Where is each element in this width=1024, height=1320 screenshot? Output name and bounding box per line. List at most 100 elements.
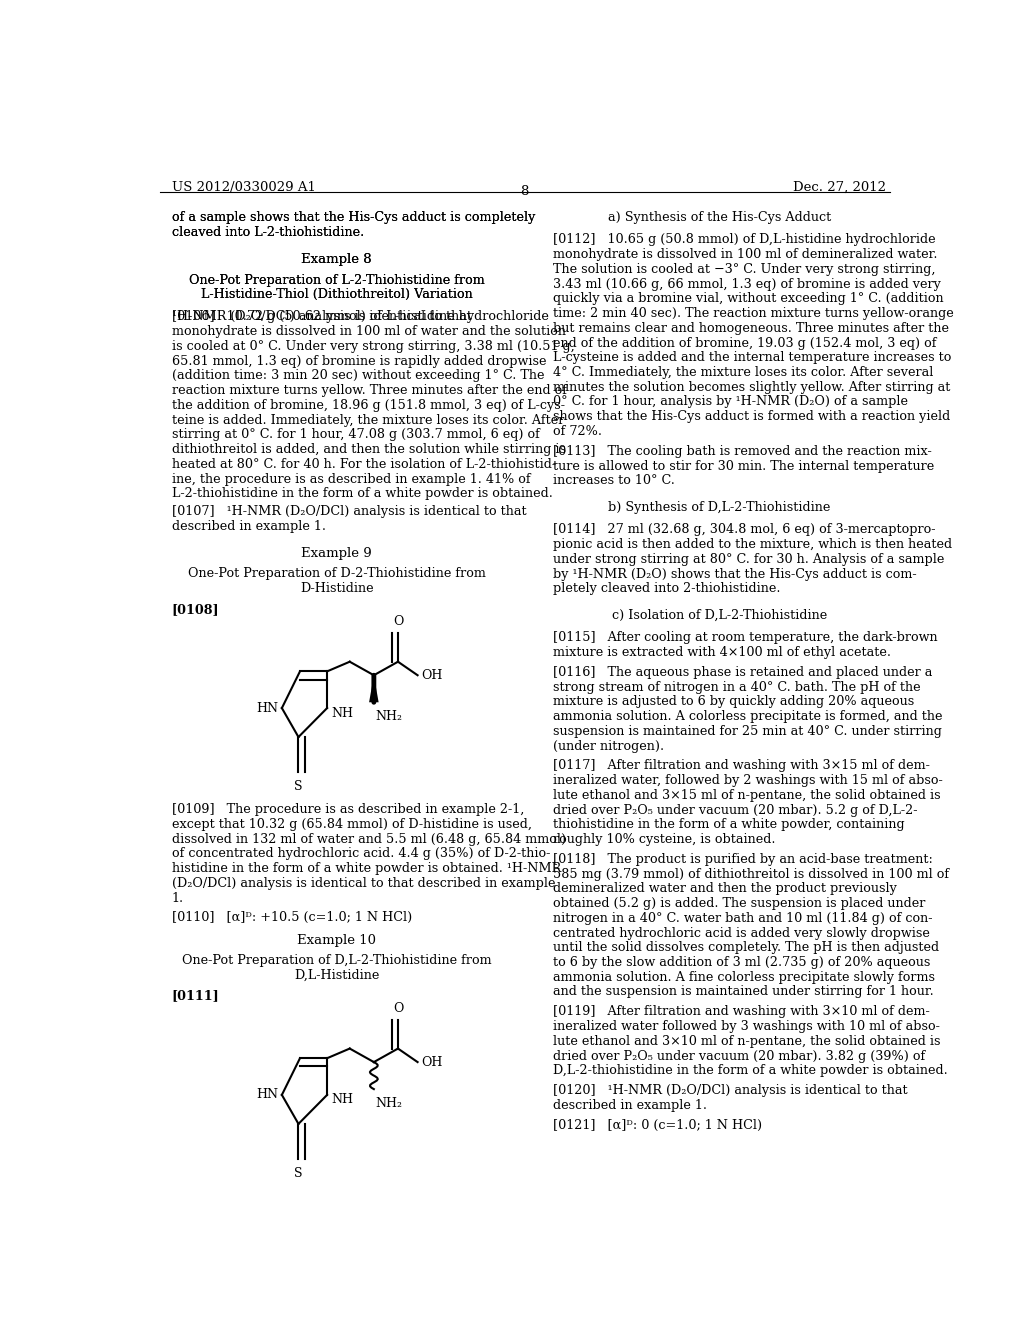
Text: pionic acid is then added to the mixture, which is then heated: pionic acid is then added to the mixture…	[553, 539, 951, 550]
Text: end of the addition of bromine, 19.03 g (152.4 mol, 3 eq) of: end of the addition of bromine, 19.03 g …	[553, 337, 936, 350]
Text: ineralized water followed by 3 washings with 10 ml of abso-: ineralized water followed by 3 washings …	[553, 1020, 939, 1034]
Text: [0121]   [α]ᴰ: 0 (c=1.0; 1 N HCl): [0121] [α]ᴰ: 0 (c=1.0; 1 N HCl)	[553, 1118, 762, 1131]
Text: Dec. 27, 2012: Dec. 27, 2012	[793, 181, 886, 194]
Text: 4° C. Immediately, the mixture loses its color. After several: 4° C. Immediately, the mixture loses its…	[553, 366, 933, 379]
Text: [0107]   ¹H-NMR (D₂O/DCl) analysis is identical to that: [0107] ¹H-NMR (D₂O/DCl) analysis is iden…	[172, 506, 526, 517]
Text: nitrogen in a 40° C. water bath and 10 ml (11.84 g) of con-: nitrogen in a 40° C. water bath and 10 m…	[553, 912, 932, 925]
Text: O: O	[393, 1002, 403, 1015]
Text: the addition of bromine, 18.96 g (151.8 mmol, 3 eq) of L-cys-: the addition of bromine, 18.96 g (151.8 …	[172, 399, 564, 412]
Text: reaction mixture turns yellow. Three minutes after the end of: reaction mixture turns yellow. Three min…	[172, 384, 566, 397]
Text: [0115]   After cooling at room temperature, the dark-brown: [0115] After cooling at room temperature…	[553, 631, 937, 644]
Text: HN: HN	[256, 1089, 278, 1101]
Text: described in example 1.: described in example 1.	[553, 1098, 707, 1111]
Text: ineralized water, followed by 2 washings with 15 ml of abso-: ineralized water, followed by 2 washings…	[553, 774, 942, 787]
Text: 8: 8	[520, 185, 529, 198]
Text: [0120]   ¹H-NMR (D₂O/DCl) analysis is identical to that: [0120] ¹H-NMR (D₂O/DCl) analysis is iden…	[553, 1084, 907, 1097]
Text: ture is allowed to stir for 30 min. The internal temperature: ture is allowed to stir for 30 min. The …	[553, 459, 934, 473]
Text: except that 10.32 g (65.84 mmol) of D-histidine is used,: except that 10.32 g (65.84 mmol) of D-hi…	[172, 818, 531, 832]
Text: suspension is maintained for 25 min at 40° C. under stirring: suspension is maintained for 25 min at 4…	[553, 725, 941, 738]
Text: 1.: 1.	[172, 891, 183, 904]
Text: is cooled at 0° C. Under very strong stirring, 3.38 ml (10.51 g,: is cooled at 0° C. Under very strong sti…	[172, 339, 574, 352]
Text: 585 mg (3.79 mmol) of dithiothreitol is dissolved in 100 ml of: 585 mg (3.79 mmol) of dithiothreitol is …	[553, 867, 948, 880]
Text: OH: OH	[422, 669, 443, 681]
Text: D,L-2-thiohistidine in the form of a white powder is obtained.: D,L-2-thiohistidine in the form of a whi…	[553, 1064, 947, 1077]
Text: mixture is extracted with 4×100 ml of ethyl acetate.: mixture is extracted with 4×100 ml of et…	[553, 645, 891, 659]
Text: 65.81 mmol, 1.3 eq) of bromine is rapidly added dropwise: 65.81 mmol, 1.3 eq) of bromine is rapidl…	[172, 355, 546, 367]
Text: monohydrate is dissolved in 100 ml of demineralized water.: monohydrate is dissolved in 100 ml of de…	[553, 248, 937, 261]
Text: L-cysteine is added and the internal temperature increases to: L-cysteine is added and the internal tem…	[553, 351, 951, 364]
Text: under strong stirring at 80° C. for 30 h. Analysis of a sample: under strong stirring at 80° C. for 30 h…	[553, 553, 944, 566]
Text: obtained (5.2 g) is added. The suspension is placed under: obtained (5.2 g) is added. The suspensio…	[553, 898, 925, 909]
Text: L-Histidine-Thiol (Dithiothreitol) Variation: L-Histidine-Thiol (Dithiothreitol) Varia…	[201, 288, 473, 301]
Text: quickly via a bromine vial, without exceeding 1° C. (addition: quickly via a bromine vial, without exce…	[553, 292, 943, 305]
Text: One-Pot Preparation of D,L-2-Thiohistidine from: One-Pot Preparation of D,L-2-Thiohistidi…	[182, 954, 492, 968]
Text: D-Histidine: D-Histidine	[300, 582, 374, 595]
Text: of a sample shows that the His-Cys adduct is completely: of a sample shows that the His-Cys adduc…	[172, 211, 535, 224]
Text: ¹H-NMR (D₂O/DCl) analysis is identical to that: ¹H-NMR (D₂O/DCl) analysis is identical t…	[172, 310, 472, 323]
Text: lute ethanol and 3×15 ml of n-pentane, the solid obtained is: lute ethanol and 3×15 ml of n-pentane, t…	[553, 789, 940, 801]
Text: by ¹H-NMR (D₂O) shows that the His-Cys adduct is com-: by ¹H-NMR (D₂O) shows that the His-Cys a…	[553, 568, 916, 581]
Polygon shape	[369, 676, 379, 702]
Text: Example 8: Example 8	[301, 253, 372, 265]
Text: HN: HN	[256, 701, 278, 714]
Text: 0° C. for 1 hour, analysis by ¹H-NMR (D₂O) of a sample: 0° C. for 1 hour, analysis by ¹H-NMR (D₂…	[553, 396, 907, 408]
Text: a) Synthesis of the His-Cys Adduct: a) Synthesis of the His-Cys Adduct	[607, 211, 830, 224]
Text: pletely cleaved into 2-thiohistidine.: pletely cleaved into 2-thiohistidine.	[553, 582, 780, 595]
Text: c) Isolation of D,L-2-Thiohistidine: c) Isolation of D,L-2-Thiohistidine	[611, 609, 826, 622]
Text: US 2012/0330029 A1: US 2012/0330029 A1	[172, 181, 315, 194]
Text: S: S	[294, 1167, 303, 1180]
Text: NH₂: NH₂	[376, 710, 402, 723]
Text: [0118]   The product is purified by an acid-base treatment:: [0118] The product is purified by an aci…	[553, 853, 933, 866]
Text: L-Histidine-Thiol (Dithiothreitol) Variation: L-Histidine-Thiol (Dithiothreitol) Varia…	[201, 288, 473, 301]
Text: Example 8: Example 8	[301, 253, 372, 265]
Text: [0110]   [α]ᴰ: +10.5 (c=1.0; 1 N HCl): [0110] [α]ᴰ: +10.5 (c=1.0; 1 N HCl)	[172, 911, 412, 924]
Text: OH: OH	[422, 1056, 443, 1069]
Text: described in example 1.: described in example 1.	[172, 520, 326, 533]
Text: but remains clear and homogeneous. Three minutes after the: but remains clear and homogeneous. Three…	[553, 322, 948, 335]
Text: NH: NH	[331, 1093, 353, 1106]
Text: (D₂O/DCl) analysis is identical to that described in example: (D₂O/DCl) analysis is identical to that …	[172, 876, 555, 890]
Text: NH₂: NH₂	[376, 1097, 402, 1110]
Text: (addition time: 3 min 20 sec) without exceeding 1° C. The: (addition time: 3 min 20 sec) without ex…	[172, 370, 544, 383]
Text: (under nitrogen).: (under nitrogen).	[553, 739, 664, 752]
Text: Example 9: Example 9	[301, 546, 372, 560]
Text: [0117]   After filtration and washing with 3×15 ml of dem-: [0117] After filtration and washing with…	[553, 759, 930, 772]
Text: strong stream of nitrogen in a 40° C. bath. The pH of the: strong stream of nitrogen in a 40° C. ba…	[553, 681, 921, 693]
Text: histidine in the form of a white powder is obtained. ¹H-NMR: histidine in the form of a white powder …	[172, 862, 561, 875]
Text: heated at 80° C. for 40 h. For the isolation of L-2-thiohistid-: heated at 80° C. for 40 h. For the isola…	[172, 458, 556, 471]
Text: until the solid dissolves completely. The pH is then adjusted: until the solid dissolves completely. Th…	[553, 941, 939, 954]
Text: dried over P₂O₅ under vacuum (20 mbar). 5.2 g of D,L-2-: dried over P₂O₅ under vacuum (20 mbar). …	[553, 804, 918, 817]
Text: Example 10: Example 10	[297, 933, 376, 946]
Text: b) Synthesis of D,L-2-Thiohistidine: b) Synthesis of D,L-2-Thiohistidine	[608, 502, 830, 515]
Text: of 72%.: of 72%.	[553, 425, 601, 438]
Text: 3.43 ml (10.66 g, 66 mmol, 1.3 eq) of bromine is added very: 3.43 ml (10.66 g, 66 mmol, 1.3 eq) of br…	[553, 277, 940, 290]
Text: ammonia solution. A fine colorless precipitate slowly forms: ammonia solution. A fine colorless preci…	[553, 970, 935, 983]
Text: increases to 10° C.: increases to 10° C.	[553, 474, 675, 487]
Text: lute ethanol and 3×10 ml of n-pentane, the solid obtained is: lute ethanol and 3×10 ml of n-pentane, t…	[553, 1035, 940, 1048]
Text: demineralized water and then the product previously: demineralized water and then the product…	[553, 882, 896, 895]
Text: dried over P₂O₅ under vacuum (20 mbar). 3.82 g (39%) of: dried over P₂O₅ under vacuum (20 mbar). …	[553, 1049, 925, 1063]
Text: [0109]   The procedure is as described in example 2-1,: [0109] The procedure is as described in …	[172, 803, 524, 816]
Text: mixture is adjusted to 6 by quickly adding 20% aqueous: mixture is adjusted to 6 by quickly addi…	[553, 696, 913, 709]
Text: O: O	[393, 615, 403, 628]
Text: cleaved into L-2-thiohistidine.: cleaved into L-2-thiohistidine.	[172, 226, 364, 239]
Text: [0119]   After filtration and washing with 3×10 ml of dem-: [0119] After filtration and washing with…	[553, 1006, 930, 1018]
Text: [0114]   27 ml (32.68 g, 304.8 mol, 6 eq) of 3-mercaptopro-: [0114] 27 ml (32.68 g, 304.8 mol, 6 eq) …	[553, 523, 935, 536]
Text: [0106]   10.72 g (50.62 mmol) of L-histidine hydrochloride: [0106] 10.72 g (50.62 mmol) of L-histidi…	[172, 310, 549, 323]
Text: D,L-Histidine: D,L-Histidine	[294, 969, 380, 982]
Text: monohydrate is dissolved in 100 ml of water and the solution: monohydrate is dissolved in 100 ml of wa…	[172, 325, 565, 338]
Text: [0113]   The cooling bath is removed and the reaction mix-: [0113] The cooling bath is removed and t…	[553, 445, 931, 458]
Text: of concentrated hydrochloric acid. 4.4 g (35%) of D-2-thio-: of concentrated hydrochloric acid. 4.4 g…	[172, 847, 550, 861]
Text: [0112]   10.65 g (50.8 mmol) of D,L-histidine hydrochloride: [0112] 10.65 g (50.8 mmol) of D,L-histid…	[553, 234, 935, 247]
Text: dithiothreitol is added, and then the solution while stirring is: dithiothreitol is added, and then the so…	[172, 444, 565, 455]
Text: S: S	[294, 780, 303, 793]
Text: ine, the procedure is as described in example 1. 41% of: ine, the procedure is as described in ex…	[172, 473, 530, 486]
Text: thiohistidine in the form of a white powder, containing: thiohistidine in the form of a white pow…	[553, 818, 904, 832]
Text: [0108]: [0108]	[172, 603, 219, 615]
Text: ammonia solution. A colorless precipitate is formed, and the: ammonia solution. A colorless precipitat…	[553, 710, 942, 723]
Text: dissolved in 132 ml of water and 5.5 ml (6.48 g, 65.84 mmol): dissolved in 132 ml of water and 5.5 ml …	[172, 833, 566, 846]
Text: minutes the solution becomes slightly yellow. After stirring at: minutes the solution becomes slightly ye…	[553, 380, 950, 393]
Text: to 6 by the slow addition of 3 ml (2.735 g) of 20% aqueous: to 6 by the slow addition of 3 ml (2.735…	[553, 956, 930, 969]
Text: [0111]: [0111]	[172, 990, 219, 1003]
Text: teine is added. Immediately, the mixture loses its color. After: teine is added. Immediately, the mixture…	[172, 413, 564, 426]
